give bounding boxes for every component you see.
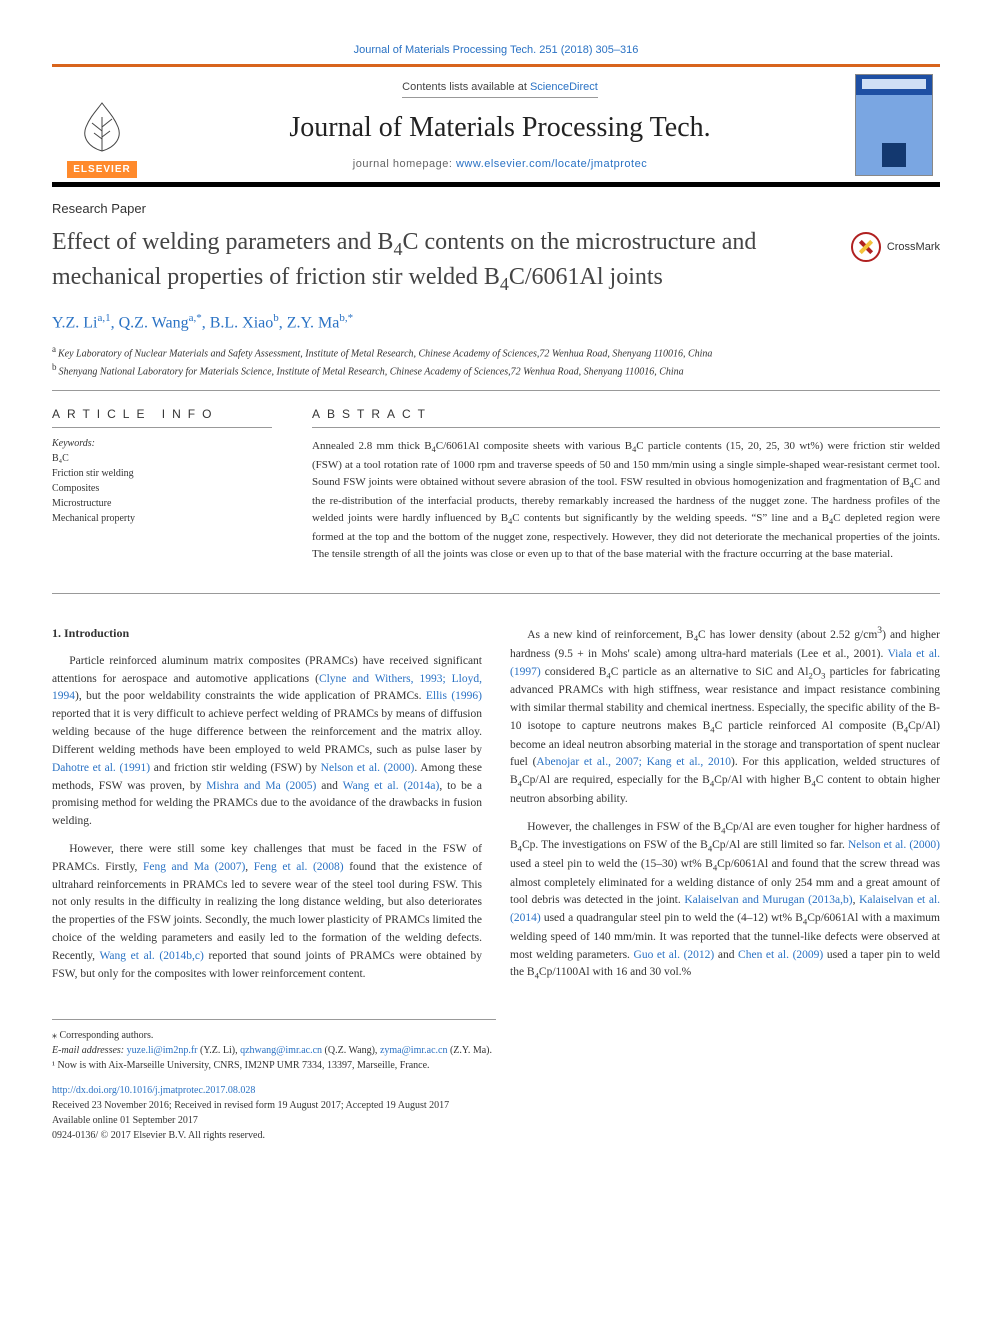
journal-title: Journal of Materials Processing Tech. bbox=[162, 112, 838, 144]
journal-homepage: journal homepage: www.elsevier.com/locat… bbox=[162, 158, 838, 170]
masthead-center: Contents lists available at ScienceDirec… bbox=[152, 67, 848, 182]
keyword: Microstructure bbox=[52, 496, 272, 511]
cover-thumb-wrap bbox=[848, 67, 940, 182]
body-paragraph: However, the challenges in FSW of the B4… bbox=[510, 819, 940, 984]
affiliation-a: aKey Laboratory of Nuclear Materials and… bbox=[52, 343, 940, 362]
body-paragraph: Particle reinforced aluminum matrix comp… bbox=[52, 653, 482, 831]
email-line: E-mail addresses: yuze.li@im2np.fr (Y.Z.… bbox=[52, 1043, 940, 1058]
body-text: 1. Introduction Particle reinforced alum… bbox=[52, 624, 940, 993]
keywords-label: Keywords: bbox=[52, 438, 272, 449]
divider bbox=[52, 427, 272, 428]
contents-available: Contents lists available at ScienceDirec… bbox=[402, 81, 598, 98]
author-note: ¹ Now is with Aix-Marseille University, … bbox=[52, 1058, 940, 1073]
divider bbox=[52, 593, 940, 594]
body-paragraph: However, there were still some key chall… bbox=[52, 841, 482, 984]
keyword: Friction stir welding bbox=[52, 466, 272, 481]
crossmark-badge[interactable]: CrossMark bbox=[851, 232, 940, 262]
article-info-col: ARTICLE INFO Keywords: B₄C Friction stir… bbox=[52, 407, 272, 563]
keyword: B₄C bbox=[52, 451, 272, 466]
contents-prefix: Contents lists available at bbox=[402, 81, 530, 93]
journal-cover-icon bbox=[855, 74, 933, 176]
footer-divider bbox=[52, 1019, 496, 1020]
elsevier-tree-icon bbox=[72, 97, 132, 157]
abstract-col: ABSTRACT Annealed 2.8 mm thick B4C/6061A… bbox=[312, 407, 940, 563]
abstract-text: Annealed 2.8 mm thick B4C/6061Al composi… bbox=[312, 438, 940, 563]
masthead: ELSEVIER Contents lists available at Sci… bbox=[52, 64, 940, 187]
footer: ⁎ Corresponding authors. E-mail addresse… bbox=[52, 1028, 940, 1143]
history: Received 23 November 2016; Received in r… bbox=[52, 1098, 940, 1113]
publisher-label: ELSEVIER bbox=[67, 161, 136, 178]
keywords-list: B₄C Friction stir welding Composites Mic… bbox=[52, 451, 272, 526]
affiliations: aKey Laboratory of Nuclear Materials and… bbox=[52, 343, 940, 381]
keyword: Composites bbox=[52, 481, 272, 496]
divider bbox=[52, 390, 940, 391]
affiliation-b: bShenyang National Laboratory for Materi… bbox=[52, 361, 940, 380]
sciencedirect-link[interactable]: ScienceDirect bbox=[530, 81, 598, 93]
section-title: 1. Introduction bbox=[52, 624, 482, 643]
body-paragraph: As a new kind of reinforcement, B4C has … bbox=[510, 624, 940, 808]
article-title: Effect of welding parameters and B4C con… bbox=[52, 226, 831, 296]
homepage-prefix: journal homepage: bbox=[353, 158, 456, 170]
corresponding-label: ⁎ Corresponding authors. bbox=[52, 1028, 940, 1043]
doi-link[interactable]: http://dx.doi.org/10.1016/j.jmatprotec.2… bbox=[52, 1083, 940, 1098]
crossmark-icon bbox=[851, 232, 881, 262]
divider bbox=[312, 427, 940, 428]
homepage-link[interactable]: www.elsevier.com/locate/jmatprotec bbox=[456, 158, 647, 170]
running-head: Journal of Materials Processing Tech. 25… bbox=[52, 44, 940, 56]
crossmark-label: CrossMark bbox=[887, 241, 940, 253]
available-online: Available online 01 September 2017 bbox=[52, 1113, 940, 1128]
abstract-heading: ABSTRACT bbox=[312, 407, 940, 421]
copyright: 0924-0136/ © 2017 Elsevier B.V. All righ… bbox=[52, 1128, 940, 1143]
author-list: Y.Z. Lia,1, Q.Z. Wanga,*, B.L. Xiaob, Z.… bbox=[52, 312, 940, 332]
article-type: Research Paper bbox=[52, 201, 940, 216]
keyword: Mechanical property bbox=[52, 511, 272, 526]
article-info-heading: ARTICLE INFO bbox=[52, 407, 272, 421]
publisher-block: ELSEVIER bbox=[52, 67, 152, 182]
